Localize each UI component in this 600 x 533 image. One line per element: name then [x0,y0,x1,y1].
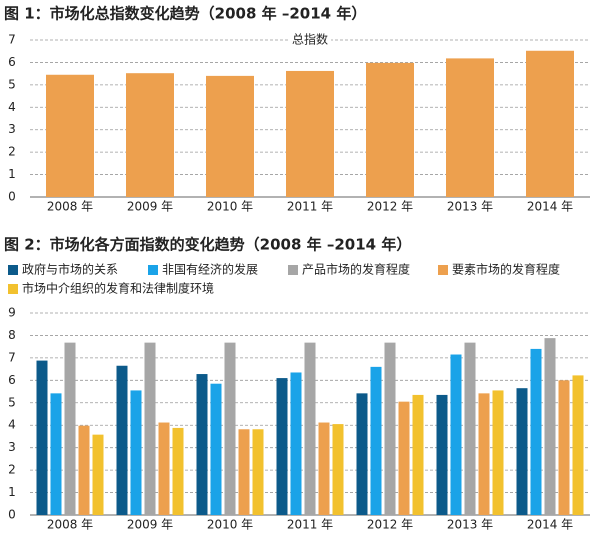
legend-bg [288,31,332,47]
bar [290,372,302,515]
y-tick-label: 7 [8,350,16,364]
bar [366,62,414,198]
bar [144,342,156,515]
bar [478,393,490,515]
bar [544,338,556,515]
y-tick-label: 7 [8,33,16,47]
chart-title: 图 1：市场化总指数变化趋势（2008 年 –2014 年） [4,5,366,23]
x-tick-label: 2011 年 [287,200,333,214]
bar [356,393,368,515]
bar [304,342,316,515]
bar [572,375,584,515]
bar [252,429,264,515]
bar [398,401,410,515]
bar [446,58,494,197]
bar [530,348,542,515]
bar [196,374,208,515]
bar [36,360,48,515]
bar [116,365,128,515]
chart-title: 图 2：市场化各方面指数的变化趋势（2008 年 –2014 年） [4,236,411,254]
bar [516,388,528,515]
bar [64,342,76,515]
legend-swatch [8,265,18,275]
bar [286,70,334,197]
y-tick-label: 1 [8,167,16,181]
bar [384,342,396,515]
legend-label: 政府与市场的关系 [22,262,118,277]
y-tick-label: 5 [8,77,16,91]
legend-label: 市场中介组织的发育和法律制度环境 [22,281,214,296]
y-tick-label: 3 [8,440,16,454]
bar [238,429,250,515]
bar [276,378,288,515]
legend-label: 总指数 [292,32,328,47]
y-tick-label: 3 [8,122,16,136]
x-tick-label: 2012 年 [367,518,413,532]
bar [558,380,570,515]
bar [464,342,476,515]
legend-swatch [288,265,298,275]
legend-label: 产品市场的发育程度 [302,262,410,277]
x-tick-label: 2008 年 [47,200,93,214]
y-tick-label: 2 [8,463,16,477]
y-tick-label: 5 [8,395,16,409]
y-tick-label: 4 [8,100,16,114]
y-tick-label: 6 [8,55,16,69]
bar [126,73,174,197]
x-tick-label: 2010 年 [207,200,253,214]
bar [526,50,574,197]
bar [46,74,94,197]
bar [158,422,170,515]
bar [412,394,424,515]
bar [370,366,382,515]
bar [318,422,330,515]
x-tick-label: 2014 年 [527,518,573,532]
y-tick-label: 4 [8,418,16,432]
y-tick-label: 8 [8,328,16,342]
y-tick-label: 0 [8,508,16,522]
x-tick-label: 2014 年 [527,200,573,214]
legend-swatch [148,265,158,275]
y-tick-label: 9 [8,306,16,320]
legend-label: 要素市场的发育程度 [452,262,560,277]
bar [92,434,104,515]
y-tick-label: 1 [8,485,16,499]
bar [50,393,62,515]
x-tick-label: 2011 年 [287,518,333,532]
y-tick-label: 0 [8,190,16,204]
x-tick-label: 2009 年 [127,518,173,532]
bar [172,427,184,515]
x-tick-label: 2012 年 [367,200,413,214]
bar [206,75,254,197]
x-tick-label: 2009 年 [127,200,173,214]
x-tick-label: 2008 年 [47,518,93,532]
x-tick-label: 2013 年 [447,518,493,532]
x-tick-label: 2010 年 [207,518,253,532]
bar [332,424,344,515]
x-tick-label: 2013 年 [447,200,493,214]
y-tick-label: 2 [8,145,16,159]
legend-swatch [438,265,448,275]
legend-swatch [8,284,18,294]
bar [130,390,142,515]
legend-label: 非国有经济的发展 [162,262,258,277]
bar [78,425,90,515]
y-tick-label: 6 [8,373,16,387]
bar [210,383,222,515]
bar [492,390,504,515]
bar [450,354,462,515]
bar [224,342,236,515]
bar [436,394,448,515]
